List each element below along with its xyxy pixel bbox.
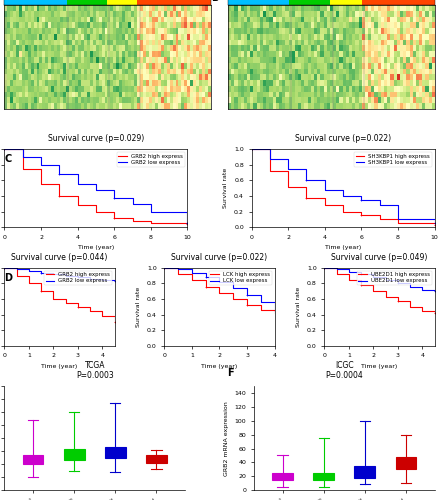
Legend: SH3KBP1 high express, SH3KBP1 low express: SH3KBP1 high express, SH3KBP1 low expres… [353, 152, 431, 166]
Text: C: C [4, 154, 12, 164]
X-axis label: Time (year): Time (year) [201, 364, 237, 369]
Title: ICGC
P=0.0004: ICGC P=0.0004 [325, 360, 362, 380]
PathPatch shape [105, 448, 125, 458]
PathPatch shape [313, 472, 333, 480]
X-axis label: Time (year): Time (year) [324, 246, 360, 250]
Text: D: D [4, 273, 12, 283]
PathPatch shape [23, 455, 43, 464]
PathPatch shape [64, 448, 84, 460]
Title: Survival curve (p=0.022): Survival curve (p=0.022) [294, 134, 390, 143]
Text: F: F [226, 368, 233, 378]
X-axis label: Time (year): Time (year) [41, 364, 78, 369]
Y-axis label: GRB2 mRNA expression: GRB2 mRNA expression [223, 401, 228, 475]
Legend: LCK high express, LCK low express: LCK high express, LCK low express [208, 270, 271, 285]
Title: Survival curve (p=0.044): Survival curve (p=0.044) [11, 252, 107, 262]
Text: B: B [211, 0, 218, 3]
Title: Survival curve (p=0.029): Survival curve (p=0.029) [48, 134, 144, 143]
Title: TCGA
P=0.0003: TCGA P=0.0003 [76, 360, 113, 380]
Legend: GRB2 high express, GRB2 low express: GRB2 high express, GRB2 low express [117, 152, 184, 166]
X-axis label: Time (year): Time (year) [78, 246, 114, 250]
Y-axis label: Survival rate: Survival rate [296, 286, 300, 327]
Title: Survival curve (p=0.049): Survival curve (p=0.049) [331, 252, 427, 262]
Legend: UBE2D1 high express, UBE2D1 low express: UBE2D1 high express, UBE2D1 low express [356, 270, 431, 285]
PathPatch shape [395, 457, 415, 469]
Legend: GRB2 high express, GRB2 low express: GRB2 high express, GRB2 low express [44, 270, 112, 285]
PathPatch shape [272, 472, 292, 480]
X-axis label: Time (year): Time (year) [360, 364, 397, 369]
PathPatch shape [354, 466, 374, 477]
Y-axis label: Survival rate: Survival rate [136, 286, 141, 327]
Title: Survival curve (p=0.022): Survival curve (p=0.022) [171, 252, 267, 262]
Y-axis label: Survival rate: Survival rate [223, 168, 228, 208]
PathPatch shape [146, 455, 166, 463]
